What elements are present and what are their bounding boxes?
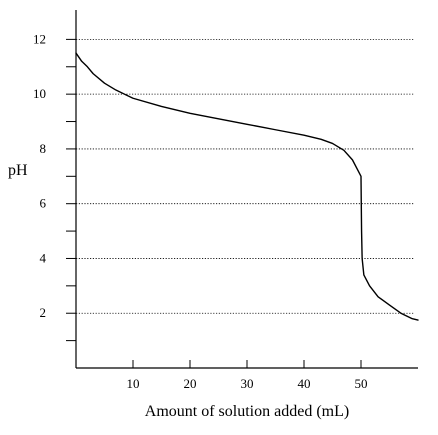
x-tick-label-10: 10 xyxy=(127,376,140,391)
x-tick-label-40: 40 xyxy=(298,376,311,391)
y-tick-label-2: 2 xyxy=(40,305,47,320)
x-tick-label-50: 50 xyxy=(355,376,368,391)
grid-lines xyxy=(76,38,414,314)
x-tick-label-30: 30 xyxy=(241,376,254,391)
x-tick-label-20: 20 xyxy=(184,376,197,391)
y-tick-label-6: 6 xyxy=(40,196,47,211)
y-tick-label-4: 4 xyxy=(40,250,47,265)
tick-marks xyxy=(66,38,362,368)
x-axis-title: Amount of solution added (mL) xyxy=(145,403,349,420)
series-line-0 xyxy=(75,52,419,321)
axes xyxy=(75,10,418,369)
series-group xyxy=(75,52,419,321)
y-tick-label-8: 8 xyxy=(40,141,47,156)
y-axis-title: pH xyxy=(8,162,28,179)
y-tick-label-10: 10 xyxy=(33,86,46,101)
y-tick-label-12: 12 xyxy=(33,31,46,46)
tick-labels: 2 4 6 8 10 12 10 20 30 40 50 xyxy=(33,31,368,391)
